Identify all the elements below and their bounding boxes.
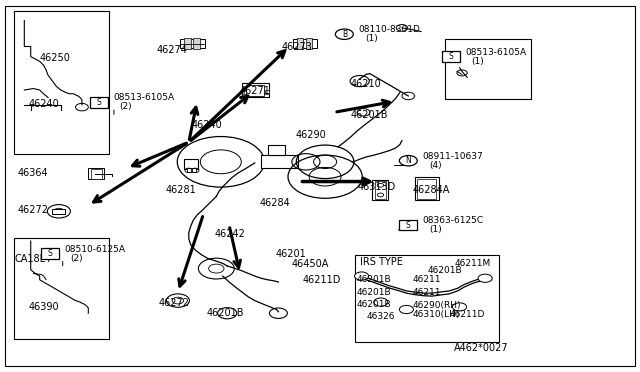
Bar bbox=[184, 38, 191, 49]
Text: 08513-6105A: 08513-6105A bbox=[465, 48, 527, 57]
Text: (2): (2) bbox=[70, 254, 83, 263]
Bar bbox=[193, 38, 200, 49]
Circle shape bbox=[399, 155, 417, 166]
Bar bbox=[187, 168, 196, 172]
Text: 08911-10637: 08911-10637 bbox=[422, 152, 483, 161]
Text: (1): (1) bbox=[472, 57, 484, 65]
Bar bbox=[399, 220, 417, 230]
Text: N: N bbox=[406, 156, 411, 165]
Text: 46242: 46242 bbox=[214, 230, 245, 239]
Bar bbox=[375, 181, 386, 199]
Bar bbox=[445, 39, 531, 99]
Text: 46284: 46284 bbox=[259, 198, 290, 208]
Circle shape bbox=[478, 274, 492, 282]
Text: 46450A: 46450A bbox=[291, 259, 328, 269]
Bar bbox=[293, 39, 317, 48]
Text: 46290(RH): 46290(RH) bbox=[413, 301, 461, 310]
Text: S: S bbox=[97, 98, 102, 107]
Text: 08510-6125A: 08510-6125A bbox=[64, 245, 125, 254]
Text: 46201B: 46201B bbox=[356, 300, 391, 309]
Text: 46201B: 46201B bbox=[351, 110, 388, 120]
Text: 46271: 46271 bbox=[240, 86, 271, 96]
Bar bbox=[355, 255, 499, 342]
Bar bbox=[242, 90, 246, 94]
Circle shape bbox=[399, 305, 413, 314]
Bar bbox=[180, 39, 205, 48]
Bar bbox=[52, 209, 65, 214]
Text: 46250: 46250 bbox=[40, 53, 70, 62]
Text: 46290: 46290 bbox=[296, 130, 326, 140]
Bar bbox=[184, 159, 198, 169]
Text: 46273: 46273 bbox=[282, 42, 312, 51]
Bar bbox=[265, 90, 269, 94]
Text: S: S bbox=[47, 249, 52, 258]
Circle shape bbox=[374, 298, 388, 306]
Text: (1): (1) bbox=[365, 34, 378, 43]
Text: 46201B: 46201B bbox=[428, 266, 462, 275]
Text: 46310(LH): 46310(LH) bbox=[413, 310, 460, 319]
Text: 46201: 46201 bbox=[275, 249, 306, 259]
Text: (4): (4) bbox=[429, 161, 442, 170]
Text: (1): (1) bbox=[429, 225, 442, 234]
Text: 46390: 46390 bbox=[29, 302, 60, 312]
Bar bbox=[442, 51, 460, 62]
Circle shape bbox=[335, 29, 353, 39]
Text: B: B bbox=[342, 30, 347, 39]
Bar bbox=[372, 180, 388, 200]
Bar bbox=[242, 83, 269, 97]
Bar bbox=[88, 168, 104, 179]
Text: 46211: 46211 bbox=[413, 288, 442, 296]
Bar bbox=[91, 169, 102, 179]
Text: 46240: 46240 bbox=[192, 120, 223, 129]
Text: 08110-8301D: 08110-8301D bbox=[358, 25, 420, 34]
Text: S: S bbox=[449, 52, 454, 61]
Bar bbox=[261, 155, 298, 168]
Text: 46272: 46272 bbox=[159, 298, 189, 308]
Text: 46313D: 46313D bbox=[357, 182, 396, 192]
Bar bbox=[246, 85, 264, 96]
Text: 46326: 46326 bbox=[366, 312, 395, 321]
Text: 46201B: 46201B bbox=[356, 288, 391, 296]
Bar bbox=[306, 38, 312, 49]
Text: 46201B: 46201B bbox=[206, 308, 244, 318]
Bar bbox=[415, 177, 439, 200]
Text: 08363-6125C: 08363-6125C bbox=[422, 216, 484, 225]
Text: 46211M: 46211M bbox=[454, 259, 491, 268]
Text: 46211: 46211 bbox=[413, 275, 442, 284]
Bar bbox=[90, 97, 108, 108]
Circle shape bbox=[452, 303, 467, 311]
Bar bbox=[268, 145, 285, 155]
Text: 46284A: 46284A bbox=[413, 186, 450, 195]
Text: 46210: 46210 bbox=[351, 79, 381, 89]
Text: (2): (2) bbox=[120, 102, 132, 111]
Bar bbox=[14, 11, 109, 154]
Bar bbox=[41, 248, 59, 259]
Text: 46201B: 46201B bbox=[356, 275, 391, 284]
Text: A462*0027: A462*0027 bbox=[454, 343, 509, 353]
Text: 46272: 46272 bbox=[18, 205, 49, 215]
Text: 46211D: 46211D bbox=[449, 310, 484, 319]
Text: 46240: 46240 bbox=[29, 99, 60, 109]
Bar bbox=[297, 38, 303, 49]
Bar bbox=[417, 179, 436, 199]
Text: 46274: 46274 bbox=[157, 45, 188, 55]
Text: 46364: 46364 bbox=[18, 168, 49, 178]
Text: 46281: 46281 bbox=[165, 185, 196, 195]
Text: 08513-6105A: 08513-6105A bbox=[113, 93, 175, 102]
Text: 46211D: 46211D bbox=[302, 275, 340, 285]
Bar bbox=[14, 238, 109, 339]
Text: IRS TYPE: IRS TYPE bbox=[360, 257, 403, 267]
Text: CA18ET: CA18ET bbox=[14, 254, 52, 263]
Text: S: S bbox=[406, 221, 411, 230]
Circle shape bbox=[355, 272, 369, 280]
